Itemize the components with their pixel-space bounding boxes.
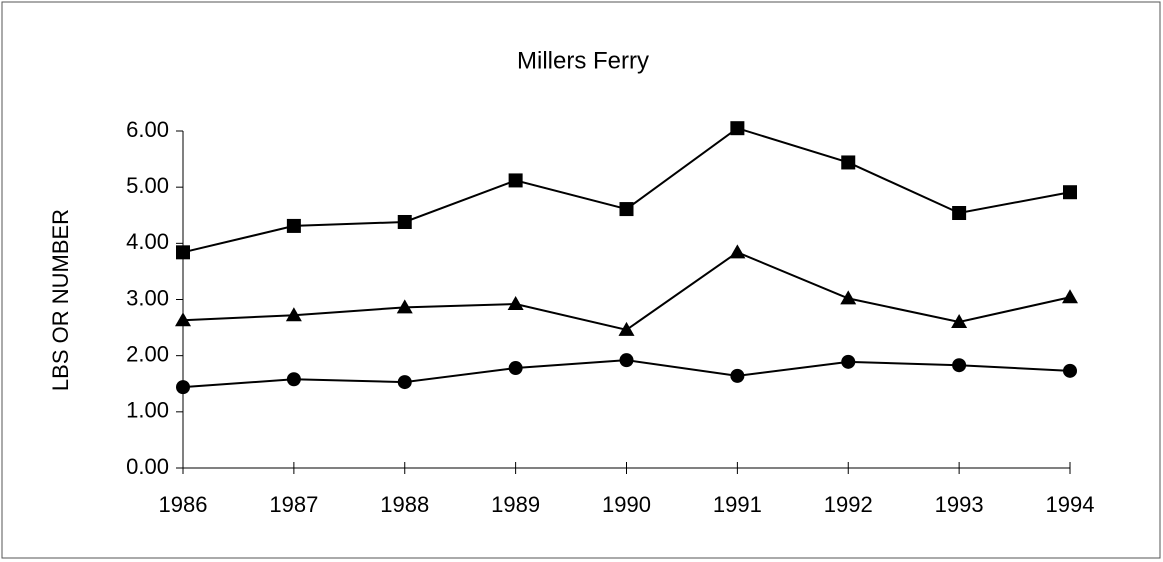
y-axis-label: LBS OR NUMBER xyxy=(48,209,73,391)
marker xyxy=(841,155,856,170)
chart-title: Millers Ferry xyxy=(517,47,649,74)
x-tick-label: 1986 xyxy=(159,492,208,517)
x-tick-label: 1992 xyxy=(824,492,873,517)
y-tick-label: 2.00 xyxy=(126,341,169,366)
marker xyxy=(396,299,413,314)
marker xyxy=(507,295,524,310)
marker xyxy=(1063,185,1077,200)
marker xyxy=(508,173,523,188)
marker xyxy=(1062,289,1078,304)
marker xyxy=(840,290,857,305)
marker xyxy=(618,321,635,336)
y-tick-label: 5.00 xyxy=(126,173,169,198)
x-tick-label: 1991 xyxy=(713,492,762,517)
marker xyxy=(730,368,745,383)
marker xyxy=(951,313,968,328)
y-tick-label: 6.00 xyxy=(126,117,169,142)
x-tick-label: 1990 xyxy=(602,492,651,517)
marker xyxy=(397,375,412,390)
marker xyxy=(619,353,634,368)
marker xyxy=(508,361,523,376)
x-tick-label: 1993 xyxy=(935,492,984,517)
marker xyxy=(175,312,191,327)
x-tick-label: 1989 xyxy=(491,492,540,517)
marker xyxy=(952,206,967,221)
marker xyxy=(285,307,302,322)
marker xyxy=(286,372,301,387)
x-tick-label: 1994 xyxy=(1046,492,1095,517)
y-tick-label: 0.00 xyxy=(126,454,169,479)
series-line xyxy=(182,251,1071,331)
x-tick-label: 1988 xyxy=(380,492,429,517)
marker xyxy=(729,244,746,259)
marker xyxy=(176,245,190,260)
marker xyxy=(952,358,967,373)
marker xyxy=(397,214,412,229)
y-tick-label: 3.00 xyxy=(126,285,169,310)
marker xyxy=(619,202,634,217)
marker xyxy=(286,218,301,233)
y-tick-label: 1.00 xyxy=(126,398,169,423)
marker xyxy=(1063,363,1077,378)
marker xyxy=(841,354,856,369)
y-tick-label: 4.00 xyxy=(126,229,169,254)
marker xyxy=(730,121,745,136)
series-line xyxy=(182,127,1071,254)
marker xyxy=(176,380,190,395)
x-tick-label: 1987 xyxy=(269,492,318,517)
